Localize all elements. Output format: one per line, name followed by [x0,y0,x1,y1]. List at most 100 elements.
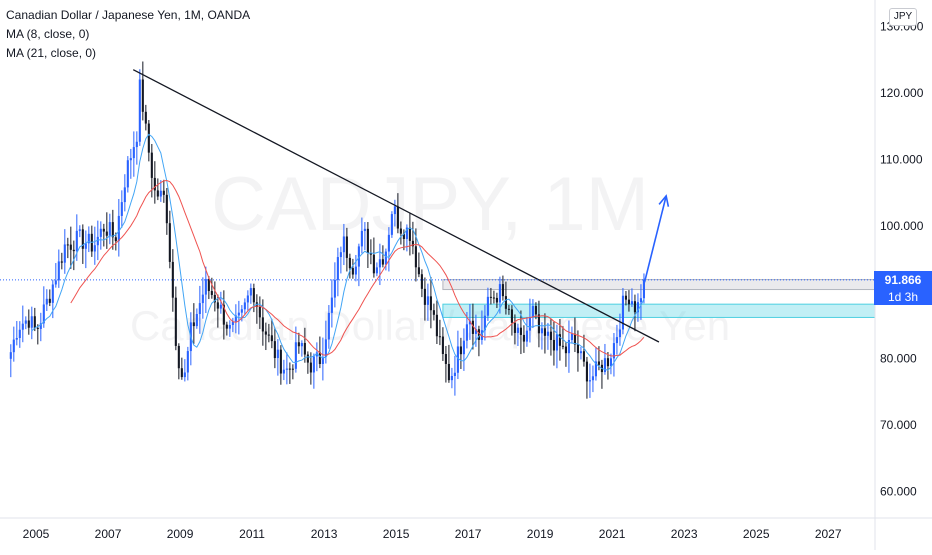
candle-body [126,160,129,188]
legend-ma21: MA (21, close, 0) [6,46,97,60]
candle-body [219,304,222,309]
candle-body [75,230,78,252]
x-tick-label: 2025 [743,527,770,541]
candle-body [204,279,207,295]
candle-body [405,227,408,239]
y-tick-label: 60.000 [880,484,917,498]
chart-legend: Canadian Dollar / Japanese Yen, 1M, OAND… [6,6,250,63]
candle-body [366,228,369,253]
candle-body [495,297,498,303]
y-tick-label: 110.000 [880,152,923,166]
candle-body [618,329,621,338]
y-tick-label: 80.000 [880,352,917,366]
candle-body [216,302,219,309]
candle-body [186,351,189,373]
candle-body [390,214,393,235]
candle-body [459,346,462,355]
candle-body [627,299,630,305]
candle-body [453,372,456,376]
candle-body [30,316,33,328]
candle-body [201,294,204,304]
candle-body [468,320,471,325]
candle-body [483,315,486,331]
candle-body [279,349,282,374]
candle-body [324,339,327,357]
candle-body [84,243,87,249]
candle-body [609,358,612,367]
candle-body [168,223,171,262]
candle-body [285,368,288,370]
candle-body [264,331,267,335]
candle-body [246,295,249,303]
candle-body [252,288,255,303]
candle-body [534,306,537,315]
candle-body [603,358,606,373]
candle-body [69,244,72,250]
x-tick-label: 2007 [95,527,122,541]
candle-body [336,257,339,280]
candle-body [162,190,165,195]
candle-body [423,288,426,305]
candle-body [213,294,216,303]
candle-body [45,298,48,305]
candle-body [576,344,579,354]
candle-body [93,245,96,252]
candle-body [342,236,345,253]
y-tick-label: 70.000 [880,418,917,432]
candle-body [552,339,555,351]
candle-body [270,335,273,342]
candle-body [363,228,366,231]
candle-body [114,237,117,242]
candle-body [132,147,135,159]
candle-body [504,296,507,309]
x-tick-label: 2021 [599,527,626,541]
candle-body [117,215,120,242]
candle-body [357,246,360,267]
ma21-line [70,179,645,357]
candle-body [555,334,558,351]
candle-body [543,328,546,336]
candle-body [387,234,390,252]
candle-body [579,351,582,354]
candle-body [372,254,375,274]
candle-body [471,320,474,334]
candle-body [564,346,567,354]
candle-body [291,368,294,370]
candle-body [333,279,336,298]
x-tick-label: 2015 [383,527,410,541]
candle-body [549,331,552,340]
candle-body [351,268,354,275]
candle-body [231,321,234,326]
candle-body [96,236,99,246]
x-tick-label: 2009 [167,527,194,541]
projection-arrow [643,195,667,283]
candle-body [153,177,156,191]
candle-body [12,339,15,353]
candle-body [237,312,240,316]
candle-body [240,309,243,313]
candle-body [147,123,150,153]
candle-body [300,342,303,347]
candle-body [120,202,123,216]
candle-body [165,194,168,224]
candle-body [177,345,180,369]
y-tick-label: 100.000 [880,219,924,233]
candle-body [354,266,357,275]
candle-body [516,327,519,333]
candle-body [222,304,225,325]
last-price-value: 91.866 [884,272,922,287]
candle-body [570,333,573,341]
candle-body [408,227,411,241]
candle-body [81,229,84,249]
currency-badge[interactable]: JPY [889,8,917,26]
candle-body [312,356,315,373]
candle-body [228,325,231,329]
candle-body [135,141,138,148]
candle-body [48,298,51,303]
x-tick-label: 2027 [815,527,842,541]
candle-body [72,249,75,252]
candle-body [33,316,36,328]
candle-body [111,222,114,238]
candle-body [444,354,447,364]
